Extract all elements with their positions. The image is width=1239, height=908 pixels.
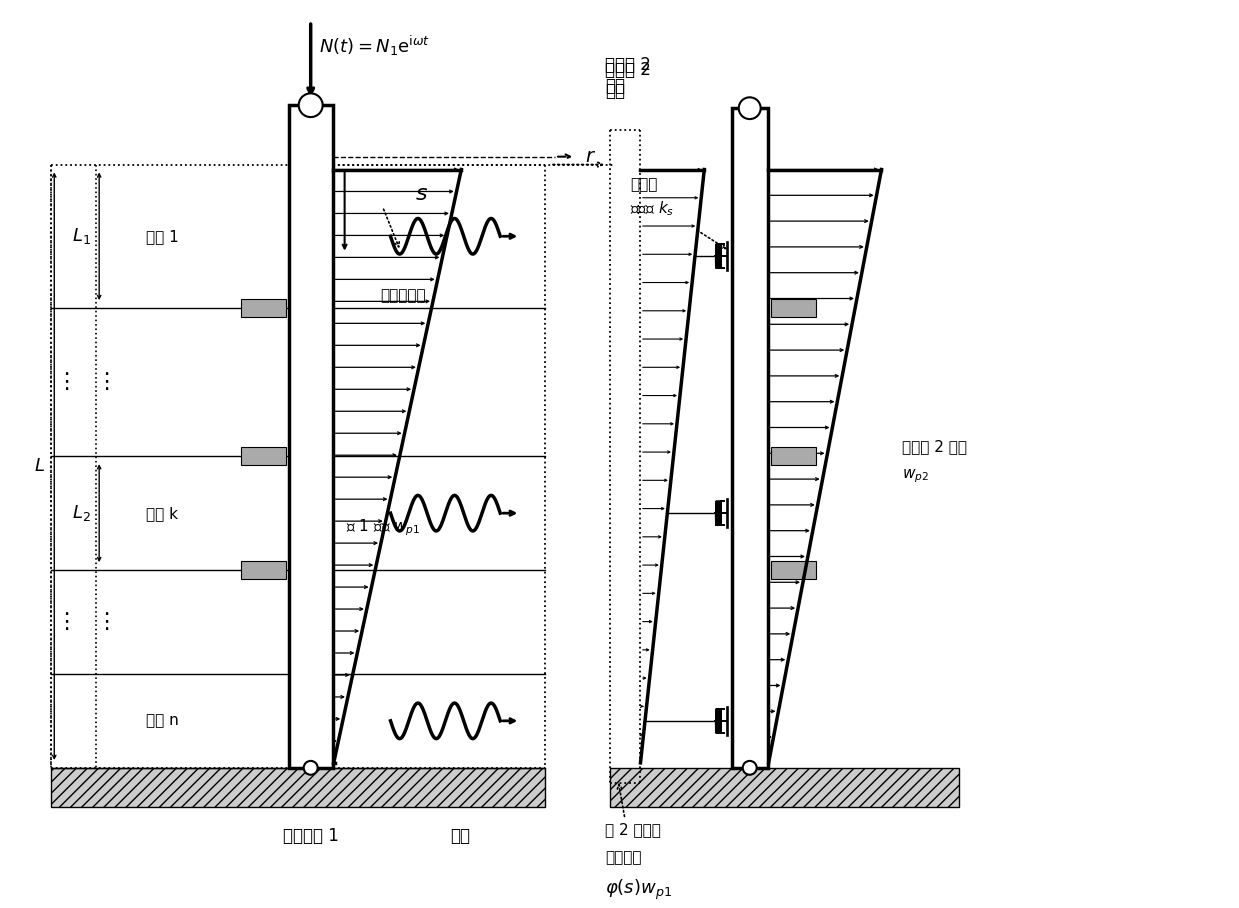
Text: 桦 1 响应 $w_{p1}$: 桦 1 响应 $w_{p1}$ — [346, 518, 420, 538]
Text: 土层 n: 土层 n — [146, 714, 178, 728]
Text: 被动桦 2
位置: 被动桦 2 位置 — [605, 61, 650, 100]
Text: 桦周土: 桦周土 — [629, 177, 658, 192]
Text: $s$: $s$ — [415, 184, 429, 204]
Text: ⋮: ⋮ — [55, 372, 77, 392]
Text: 受荷源桦 1: 受荷源桦 1 — [282, 827, 338, 845]
Text: 基岩: 基岩 — [450, 827, 471, 845]
Text: $w_{p2}$: $w_{p2}$ — [902, 468, 929, 485]
Bar — [240, 561, 286, 579]
Text: 被动桦 2
位置: 被动桦 2 位置 — [605, 55, 650, 94]
Text: 被动桦 2 响应: 被动桦 2 响应 — [902, 439, 968, 454]
Bar — [771, 448, 815, 465]
Text: $L$: $L$ — [33, 458, 45, 475]
Text: $N(t) = N_1\mathrm{e}^{\mathrm{i}\omega t}$: $N(t) = N_1\mathrm{e}^{\mathrm{i}\omega … — [318, 34, 430, 58]
Bar — [240, 448, 286, 465]
Bar — [771, 561, 815, 579]
Bar — [289, 105, 332, 768]
Text: $L_2$: $L_2$ — [72, 503, 90, 523]
Bar — [771, 299, 815, 317]
Text: 径向剪切波: 径向剪切波 — [380, 288, 426, 303]
Text: ⋮: ⋮ — [95, 612, 118, 632]
Text: $\varphi(s)w_{p1}$: $\varphi(s)w_{p1}$ — [605, 878, 672, 902]
Text: ⋮: ⋮ — [95, 372, 118, 392]
Circle shape — [304, 761, 317, 775]
Circle shape — [742, 761, 757, 775]
Text: 土层 1: 土层 1 — [146, 229, 178, 243]
Text: 复刚度 $k_s$: 复刚度 $k_s$ — [629, 200, 674, 219]
Text: 土层 k: 土层 k — [146, 506, 178, 520]
Circle shape — [299, 94, 322, 117]
Text: $r$: $r$ — [585, 147, 596, 166]
Text: 桦 2 位置处: 桦 2 位置处 — [605, 823, 660, 837]
Bar — [51, 768, 545, 807]
Bar — [732, 108, 768, 768]
Text: ⋮: ⋮ — [55, 612, 77, 632]
Text: $z$: $z$ — [312, 259, 325, 277]
Bar — [240, 299, 286, 317]
Text: $L_1$: $L_1$ — [72, 226, 90, 246]
Circle shape — [738, 97, 761, 119]
Text: 土体响应: 土体响应 — [605, 850, 642, 865]
Bar — [610, 768, 959, 807]
